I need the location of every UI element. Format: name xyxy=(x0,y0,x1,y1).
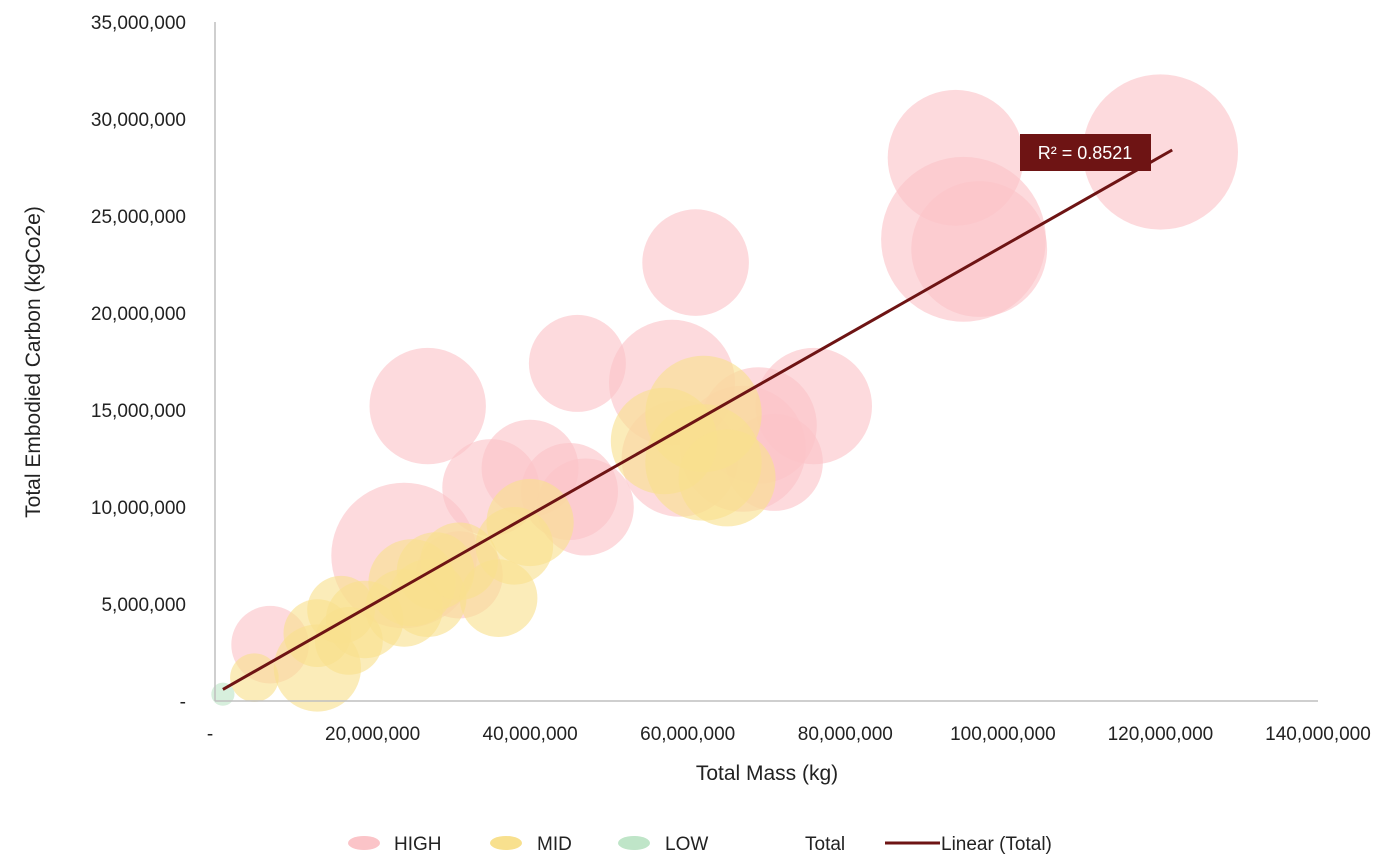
y-axis-title: Total Embodied Carbon (kgCo2e) xyxy=(22,206,45,518)
trendline-layer: R² = 0.8521 xyxy=(222,134,1173,691)
r-squared-label: R² = 0.8521 xyxy=(1038,143,1133,163)
bubbles-layer xyxy=(211,74,1238,712)
y-tick-label: 25,000,000 xyxy=(91,207,186,228)
x-axis-title: Total Mass (kg) xyxy=(696,762,838,785)
trendline-linear-total xyxy=(222,148,1173,691)
y-tick-label: 10,000,000 xyxy=(91,498,186,519)
y-tick-label: - xyxy=(180,692,186,713)
y-tick-label: 20,000,000 xyxy=(91,304,186,325)
y-tick-label: 5,000,000 xyxy=(101,595,186,616)
x-tick-labels: - 20,000,000 40,000,000 60,000,000 80,000,00… xyxy=(207,724,1371,745)
y-tick-label: 30,000,000 xyxy=(91,110,186,131)
y-tick-labels: - 5,000,000 10,000,000 15,000,000 20,000,000… xyxy=(91,13,186,713)
legend-label-total: Total xyxy=(805,834,845,855)
x-tick-label: 140,000,000 xyxy=(1265,724,1371,745)
x-tick-label: - xyxy=(207,724,213,745)
x-tick-label: 120,000,000 xyxy=(1108,724,1214,745)
x-tick-label: 100,000,000 xyxy=(950,724,1056,745)
legend-swatch-mid xyxy=(490,836,522,850)
r-squared-box xyxy=(1020,134,1151,171)
x-tick-label: 60,000,000 xyxy=(640,724,735,745)
bubble-high xyxy=(642,209,749,316)
legend-label-low: LOW xyxy=(665,834,708,855)
legend-label-high: HIGH xyxy=(394,834,442,855)
x-tick-label: 40,000,000 xyxy=(483,724,578,745)
bubble-high xyxy=(911,181,1048,317)
bubble-low xyxy=(211,682,235,706)
bubble-high xyxy=(1082,74,1238,230)
x-tick-label: 80,000,000 xyxy=(798,724,893,745)
y-tick-label: 35,000,000 xyxy=(91,13,186,34)
bubble-high xyxy=(528,314,626,412)
bubble-high xyxy=(369,347,486,465)
legend-swatch-high xyxy=(348,836,380,850)
x-tick-label: 20,000,000 xyxy=(325,724,420,745)
bubble-high xyxy=(755,347,872,465)
legend-swatch-low xyxy=(618,836,650,850)
bubble-mid xyxy=(486,478,574,567)
y-tick-label: 15,000,000 xyxy=(91,401,186,422)
legend: HIGH MID LOW Total Linear (Total) xyxy=(348,834,1052,855)
legend-label-linear: Linear (Total) xyxy=(941,834,1052,855)
bubble-mid xyxy=(678,429,776,527)
legend-label-mid: MID xyxy=(537,834,572,855)
